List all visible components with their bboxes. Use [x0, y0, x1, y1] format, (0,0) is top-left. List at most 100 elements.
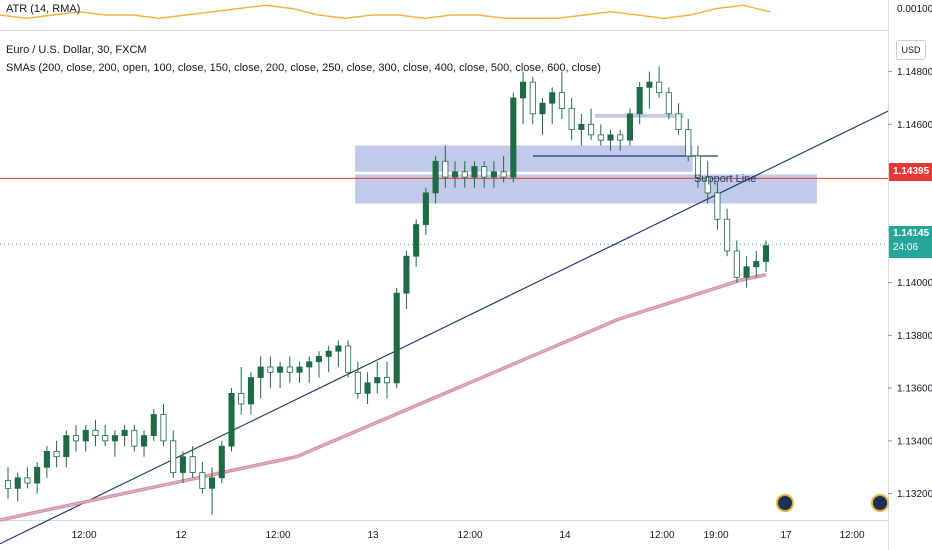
candle-body [539, 102, 546, 115]
candle-body [345, 345, 352, 373]
candle-body [354, 371, 361, 394]
candle-body [451, 171, 459, 178]
candle-body [529, 81, 536, 115]
support-line-annotation: Support Line [694, 173, 757, 185]
trend-line [0, 110, 889, 545]
candle-body [92, 429, 99, 436]
time-tick-label: 12:00 [649, 530, 674, 541]
candle-body [636, 86, 643, 115]
candle-body [442, 160, 449, 178]
candle-body [422, 192, 429, 225]
time-tick-label: 19:00 [703, 530, 728, 541]
countdown: 24:06 [893, 242, 919, 253]
candle-body [646, 81, 653, 88]
currency-button[interactable]: USD [896, 40, 926, 60]
candle-body [558, 92, 565, 109]
time-tick-label: 12:00 [457, 530, 482, 541]
candle-body [228, 392, 235, 447]
candle-body [656, 81, 663, 94]
candle-body [753, 261, 760, 268]
candle-body [189, 456, 196, 473]
candle-body [510, 97, 517, 178]
candle-body [364, 382, 371, 394]
support-price-tag: 1.14395 [889, 163, 932, 181]
candle-body [743, 266, 750, 278]
candle-body [53, 451, 60, 458]
candle-body [257, 366, 264, 378]
candle-body [335, 345, 342, 352]
candle-body [247, 377, 254, 405]
candle-body [238, 392, 245, 405]
price-tick-label: 1.13400 [897, 436, 932, 447]
sma-legend: SMAs (200, close, 200, open, 100, close,… [6, 62, 601, 74]
zone-box [355, 145, 693, 172]
candle-body [714, 192, 721, 220]
atr-tick-label: 0.00100 [897, 4, 932, 15]
candle-body [43, 451, 50, 468]
time-tick-label: 12 [175, 530, 187, 541]
candle-body [762, 245, 770, 262]
candle-body [403, 255, 410, 294]
candle-body [34, 466, 41, 484]
candle-body [520, 81, 527, 99]
price-tick-label: 1.13600 [897, 384, 932, 395]
time-tick-label: 12:00 [265, 530, 290, 541]
candle-body [111, 435, 118, 442]
time-tick-label: 14 [559, 530, 571, 541]
price-tick-label: 1.14000 [897, 278, 932, 289]
candle-body [704, 176, 711, 194]
candle-body [179, 456, 186, 473]
candle-body [150, 414, 157, 436]
price-tick-label: 1.13200 [897, 489, 932, 500]
candle-body [626, 113, 633, 141]
candle-body [315, 356, 323, 363]
atr-line [0, 4, 771, 20]
candle-body [432, 160, 439, 194]
candle-body [63, 435, 70, 458]
candle-body [588, 123, 595, 136]
candle-body [500, 171, 507, 178]
time-tick-label: 12:00 [71, 530, 96, 541]
candle-body [267, 366, 274, 373]
candle-body [374, 377, 381, 384]
event-marker-icon[interactable] [776, 494, 794, 512]
candle-body [199, 472, 206, 489]
candle-body [306, 361, 313, 368]
candle-body [685, 129, 692, 157]
chart-title: Euro / U.S. Dollar, 30, FXCM [6, 44, 147, 56]
candle-body [325, 350, 332, 357]
candle-body [393, 292, 400, 384]
candle-body [694, 155, 702, 178]
candle-body [724, 218, 731, 252]
atr-legend: ATR (14, RMA) [6, 3, 81, 15]
event-marker-icon[interactable] [871, 494, 889, 512]
last-price-tag: 1.14145 24:06 [889, 226, 932, 258]
candle-body [383, 377, 391, 384]
candle-body [277, 366, 284, 373]
price-tick-label: 1.14800 [897, 67, 932, 78]
time-tick-label: 17 [780, 530, 792, 541]
candle-body [490, 171, 497, 178]
candle-body [733, 250, 740, 278]
zone-box [355, 174, 817, 204]
candle-body [296, 366, 303, 373]
candle-body [4, 480, 12, 489]
candle-body [286, 366, 293, 373]
candle-body [24, 477, 31, 484]
candle-body [160, 414, 167, 442]
candle-body [141, 435, 148, 447]
time-tick-label: 13 [367, 530, 379, 541]
candle-body [72, 435, 80, 442]
time-tick-label: 12:00 [839, 530, 864, 541]
price-tick-label: 1.13800 [897, 331, 932, 342]
candle-body [617, 134, 624, 141]
candle-body [218, 445, 225, 479]
price-tick-label: 1.14600 [897, 120, 932, 131]
candle-body [14, 477, 21, 489]
last-price-value: 1.14145 [893, 228, 930, 239]
candle-body [82, 429, 89, 442]
candle-body [209, 477, 216, 489]
candle-body [481, 166, 488, 178]
candle-body [665, 92, 672, 115]
